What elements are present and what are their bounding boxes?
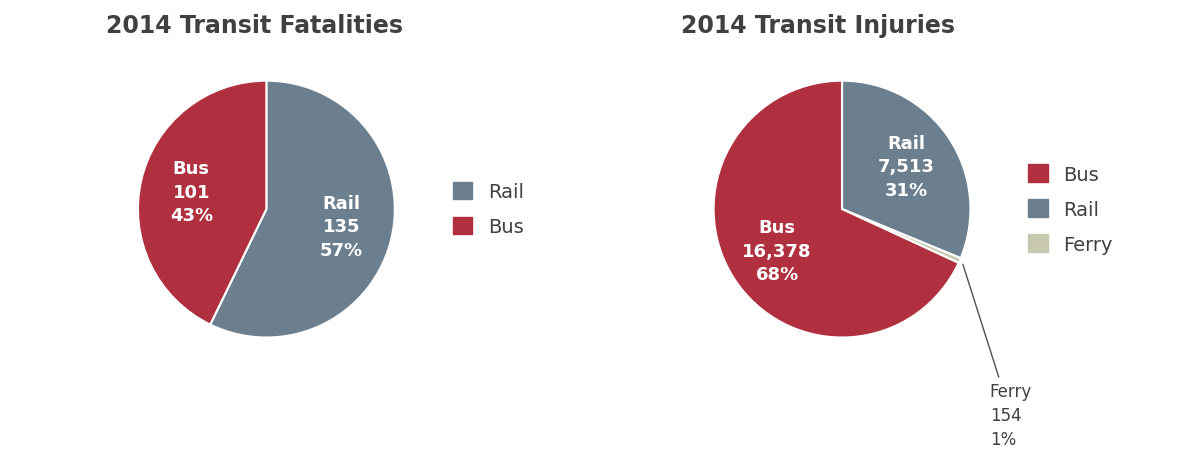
Wedge shape [841, 81, 971, 259]
Legend: Bus, Rail, Ferry: Bus, Rail, Ferry [1019, 156, 1123, 264]
Wedge shape [211, 81, 395, 338]
Text: Ferry
154
1%: Ferry 154 1% [962, 265, 1032, 448]
Text: Bus
101
43%: Bus 101 43% [170, 160, 213, 225]
Text: 2014 Transit Injuries: 2014 Transit Injuries [681, 14, 955, 38]
Text: Rail
135
57%: Rail 135 57% [320, 194, 363, 259]
Wedge shape [713, 81, 959, 338]
Text: Bus
16,378
68%: Bus 16,378 68% [742, 219, 812, 284]
Legend: Rail, Bus: Rail, Bus [443, 173, 534, 246]
Text: Rail
7,513
31%: Rail 7,513 31% [877, 134, 935, 200]
Text: 2014 Transit Fatalities: 2014 Transit Fatalities [105, 14, 403, 38]
Wedge shape [841, 210, 961, 263]
Wedge shape [138, 81, 267, 325]
